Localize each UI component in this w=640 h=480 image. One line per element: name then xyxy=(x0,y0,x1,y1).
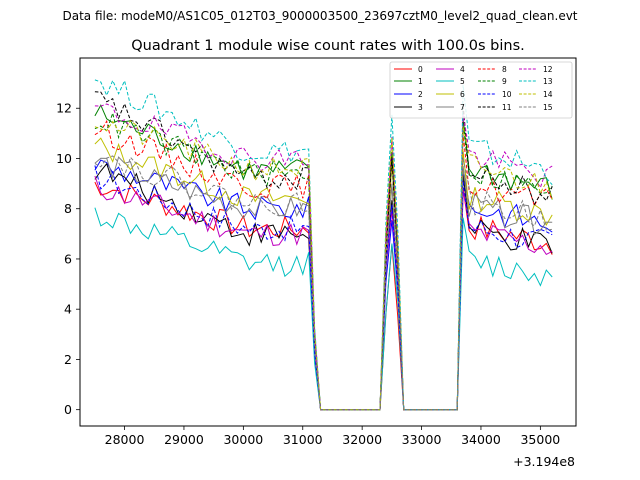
x-tick-label: 29000 xyxy=(164,432,204,447)
series-2-line xyxy=(94,159,553,411)
series-1-line xyxy=(94,104,553,411)
x-axis: 28000 29000 30000 31000 32000 33000 34000 35000 xyxy=(105,426,560,447)
x-tick-label: 30000 xyxy=(223,432,263,447)
legend-label-4: 4 xyxy=(460,65,465,74)
series-10-line xyxy=(94,165,553,411)
plot-series xyxy=(94,79,553,411)
series-14-line xyxy=(94,119,553,411)
series-11-line xyxy=(94,91,553,411)
legend-label-0: 0 xyxy=(418,65,423,74)
y-tick-label: 0 xyxy=(64,402,72,417)
legend-label-15: 15 xyxy=(543,103,553,112)
chart-title: Quadrant 1 module wise count rates with … xyxy=(131,38,525,54)
series-4-line xyxy=(94,175,553,411)
plot-frame xyxy=(79,57,577,427)
y-tick-label: 4 xyxy=(64,302,72,317)
legend-label-8: 8 xyxy=(502,65,507,74)
series-7-line xyxy=(94,156,553,411)
legend-label-11: 11 xyxy=(502,103,512,112)
y-tick-label: 10 xyxy=(56,151,72,166)
series-3-line xyxy=(94,162,553,411)
legend-label-12: 12 xyxy=(543,65,553,74)
x-tick-label: 32000 xyxy=(342,432,382,447)
y-tick-label: 2 xyxy=(64,352,72,367)
series-0-line xyxy=(94,181,553,411)
legend-label-10: 10 xyxy=(502,90,512,99)
x-tick-label: 34000 xyxy=(461,432,501,447)
y-axis: 0 2 4 6 8 10 12 xyxy=(56,101,80,417)
series-15-line xyxy=(94,155,553,411)
legend-label-1: 1 xyxy=(418,77,423,86)
series-13-line xyxy=(94,79,553,411)
series-5-line xyxy=(94,207,553,411)
legend-label-7: 7 xyxy=(460,103,465,112)
legend-label-14: 14 xyxy=(543,90,553,99)
y-tick-label: 6 xyxy=(64,251,72,266)
series-8-line xyxy=(94,119,553,411)
chart-suptitle: Data file: modeM0/AS1C05_012T03_90000035… xyxy=(62,9,577,23)
y-tick-label: 12 xyxy=(56,101,72,116)
legend-label-13: 13 xyxy=(543,77,553,86)
x-tick-label: 33000 xyxy=(402,432,442,447)
legend-label-3: 3 xyxy=(418,103,423,112)
legend-label-2: 2 xyxy=(418,90,423,99)
series-9-line xyxy=(94,111,553,411)
x-tick-label: 35000 xyxy=(520,432,560,447)
legend-label-5: 5 xyxy=(460,77,465,86)
x-offset-label: +3.194e8 xyxy=(513,454,575,469)
series-12-line xyxy=(94,103,553,411)
x-tick-label: 28000 xyxy=(105,432,145,447)
y-tick-label: 8 xyxy=(64,201,72,216)
legend-label-6: 6 xyxy=(460,90,465,99)
x-tick-label: 31000 xyxy=(283,432,323,447)
series-6-line xyxy=(94,137,553,411)
legend-label-9: 9 xyxy=(502,77,507,86)
legend-box xyxy=(389,61,573,119)
